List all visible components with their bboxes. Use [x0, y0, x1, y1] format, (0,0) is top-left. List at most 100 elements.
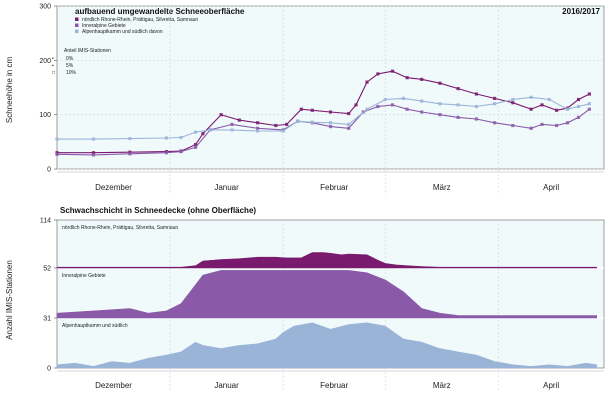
- series-point-1: [310, 108, 314, 112]
- top-y-ticks: 0 100 200 300: [39, 4, 57, 174]
- bottom-y-tick-label: 114: [40, 218, 51, 225]
- series-point-3: [208, 128, 212, 132]
- series-point-3: [438, 102, 442, 106]
- series-point-3: [401, 96, 405, 100]
- top-gridlines: [57, 5, 604, 195]
- series-point-3: [383, 97, 387, 102]
- series-point-2: [540, 122, 544, 126]
- series-point-3: [164, 136, 168, 140]
- top-y-tick-label: 300: [39, 4, 51, 11]
- series-point-3: [420, 99, 424, 103]
- series-point-2: [565, 121, 570, 125]
- series-point-3: [576, 104, 581, 109]
- band-area-2: [56, 270, 597, 319]
- series-point-3: [179, 135, 183, 140]
- series-point-2: [194, 145, 198, 149]
- series-point-3: [565, 107, 570, 111]
- bottom-y-tick-label: 31: [43, 316, 51, 323]
- series-line-3: [57, 96, 590, 140]
- series-point-1: [376, 72, 380, 76]
- series-point-3: [347, 122, 351, 126]
- series-point-3: [474, 104, 478, 109]
- top-month-label: Februar: [320, 183, 348, 192]
- series-line-2: [56, 104, 590, 156]
- series-point-3: [230, 128, 234, 132]
- series-point-1: [274, 123, 278, 128]
- series-point-2: [456, 115, 460, 119]
- series-point-1: [390, 69, 395, 73]
- series-point-1: [576, 97, 581, 102]
- series-point-2: [91, 153, 96, 157]
- series-point-3: [511, 97, 515, 102]
- series-point-2: [390, 103, 395, 107]
- series-point-3: [256, 129, 260, 133]
- legend-size-symbol: •: [52, 56, 54, 62]
- series-point-1: [474, 92, 478, 96]
- series-point-3: [194, 130, 198, 134]
- band-label: nördlich Rhone-Rhein, Prättigau, Silvret…: [62, 225, 178, 231]
- bottom-month-label: April: [543, 381, 559, 390]
- legend-size-label: 0%: [66, 56, 74, 62]
- series-point-3: [529, 95, 533, 99]
- bottom-bands: nördlich Rhone-Rhein, Prättigau, Silvret…: [56, 225, 597, 369]
- series-point-3: [128, 137, 132, 141]
- series-point-1: [365, 80, 369, 84]
- series-point-1: [511, 101, 515, 105]
- band-area-3: [56, 322, 597, 369]
- bottom-chart-title: Schwachschicht in Schneedecke (ohne Ober…: [60, 206, 256, 215]
- top-y-axis-label: Schneehöhe in cm: [5, 57, 14, 124]
- series-point-3: [456, 103, 460, 107]
- series-point-1: [347, 112, 351, 116]
- bottom-y-tick-label: 0: [47, 366, 51, 373]
- series-point-2: [587, 107, 591, 111]
- series-point-2: [474, 117, 478, 121]
- series-point-1: [555, 108, 559, 112]
- series-point-2: [576, 115, 581, 119]
- band-label: Alpenhauptkamm und südlich: [62, 323, 128, 329]
- series-point-2: [555, 123, 559, 128]
- series-point-3: [493, 102, 497, 106]
- snow-depth-chart: aufbauend umgewandelte Schneeoberfläche …: [5, 4, 605, 195]
- band-area-1: [56, 252, 597, 269]
- series-point-1: [540, 103, 544, 107]
- series-point-1: [405, 76, 409, 80]
- series-point-1: [256, 121, 260, 125]
- top-y-tick-label: 0: [47, 167, 51, 174]
- legend: nördlich Rhone-Rhein, Prättigau, Silvret…: [52, 17, 198, 76]
- series-point-1: [194, 143, 198, 147]
- bottom-y-axis-label: Anzahl IMIS-Stationen: [5, 260, 14, 340]
- series-point-1: [285, 122, 289, 126]
- bottom-y-tick-label: 52: [43, 266, 51, 273]
- series-point-2: [164, 151, 168, 155]
- top-y-tick-label: 200: [39, 58, 51, 65]
- series-point-2: [438, 113, 442, 117]
- series-point-3: [281, 129, 285, 133]
- legend-label: Inneralpine Gebiete: [82, 23, 126, 29]
- series-point-1: [529, 107, 533, 111]
- bottom-y-ticks: 0 31 52 114: [40, 218, 57, 373]
- legend-size-symbol: ▪: [52, 63, 54, 69]
- series-point-3: [296, 119, 300, 123]
- series-point-1: [237, 118, 241, 122]
- legend-size-label: 5%: [66, 63, 74, 69]
- band-label: Inneralpine Gebiete: [62, 273, 106, 279]
- series-point-3: [55, 137, 59, 141]
- top-series: [55, 69, 591, 157]
- series-point-3: [547, 97, 551, 102]
- legend-swatch: [75, 23, 79, 27]
- series-point-2: [328, 125, 333, 129]
- top-y-tick-label: 100: [39, 112, 51, 119]
- top-month-label: April: [543, 183, 559, 192]
- series-point-1: [91, 151, 96, 155]
- series-point-1: [493, 96, 497, 100]
- bottom-month-label: Februar: [320, 381, 348, 390]
- top-month-labels: Dezember Januar Februar März April: [57, 171, 604, 192]
- series-point-2: [256, 126, 260, 130]
- series-point-1: [420, 77, 424, 81]
- bottom-month-label: März: [433, 381, 451, 390]
- bottom-month-label: Dezember: [95, 381, 132, 390]
- series-point-2: [347, 126, 351, 130]
- series-point-2: [128, 152, 132, 156]
- series-point-3: [310, 120, 314, 124]
